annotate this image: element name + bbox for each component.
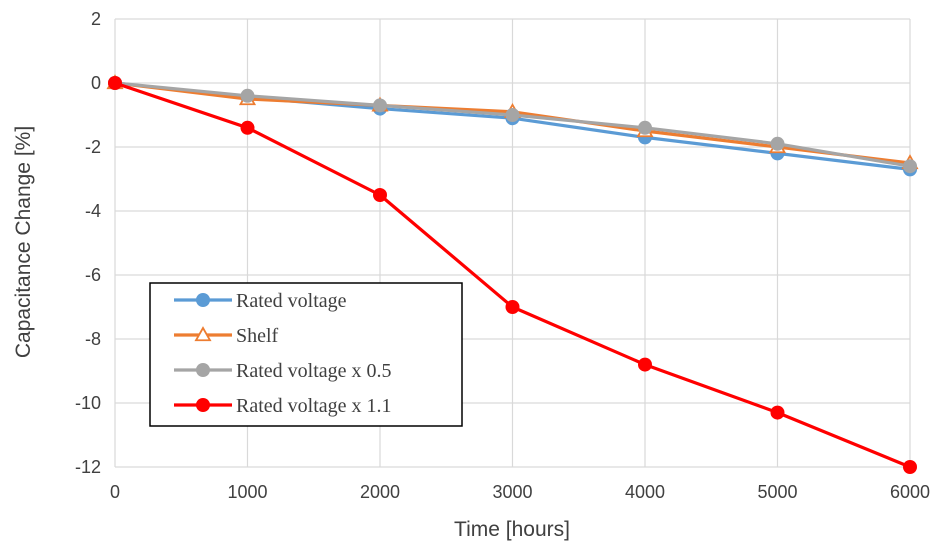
legend: Rated voltage Shelf Rated voltage x 0.5 Rat… (149, 282, 463, 427)
legend-marker (196, 363, 210, 377)
legend-marker (196, 398, 210, 412)
y-tick-label: 0 (91, 73, 101, 93)
data-point (505, 108, 520, 122)
y-tick-label: -8 (85, 329, 101, 349)
y-tick-label: -6 (85, 265, 101, 285)
legend-marker (194, 326, 212, 342)
tick-labels: 2 0 -2 -4 -6 -8 -10 -12 0 1000 2000 3000 4000 5000 600… (75, 9, 930, 502)
data-point (505, 300, 520, 314)
x-tick-label: 0 (110, 482, 120, 502)
data-point (638, 120, 652, 135)
x-tick-label: 3000 (492, 482, 532, 502)
data-series (106, 74, 919, 474)
legend-entry: Rated voltage (174, 290, 347, 312)
data-point (903, 159, 917, 174)
y-tick-label: -12 (75, 457, 101, 477)
data-point (240, 120, 255, 135)
y-tick-label: -4 (85, 201, 101, 221)
data-point (638, 357, 652, 372)
legend-entry: Rated voltage x 1.1 (174, 395, 392, 417)
legend-entry: Shelf (174, 325, 279, 347)
y-tick-label: 2 (91, 9, 101, 29)
data-point (108, 76, 122, 90)
legend-label: Rated voltage x 1.1 (236, 395, 392, 417)
x-tick-label: 2000 (360, 482, 400, 502)
legend-label: Rated voltage x 0.5 (236, 360, 392, 382)
legend-label: Shelf (236, 325, 279, 347)
data-point (240, 88, 255, 103)
data-point (770, 136, 785, 151)
y-tick-label: -10 (75, 393, 101, 413)
data-point (373, 188, 387, 202)
x-tick-label: 6000 (890, 482, 930, 502)
data-point (770, 405, 785, 420)
data-point (903, 460, 917, 474)
legend-entry: Rated voltage x 0.5 (174, 360, 392, 382)
x-tick-label: 4000 (625, 482, 665, 502)
legend-marker (196, 293, 210, 307)
data-point (373, 98, 387, 113)
x-tick-label: 1000 (227, 482, 267, 502)
series-4 (108, 76, 917, 474)
y-tick-label: -2 (85, 137, 101, 157)
x-axis-title: Time [hours] (454, 518, 570, 541)
legend-label: Rated voltage (236, 290, 347, 312)
x-tick-label: 5000 (757, 482, 797, 502)
y-axis-title: Capacitance Change [%] (12, 126, 35, 358)
